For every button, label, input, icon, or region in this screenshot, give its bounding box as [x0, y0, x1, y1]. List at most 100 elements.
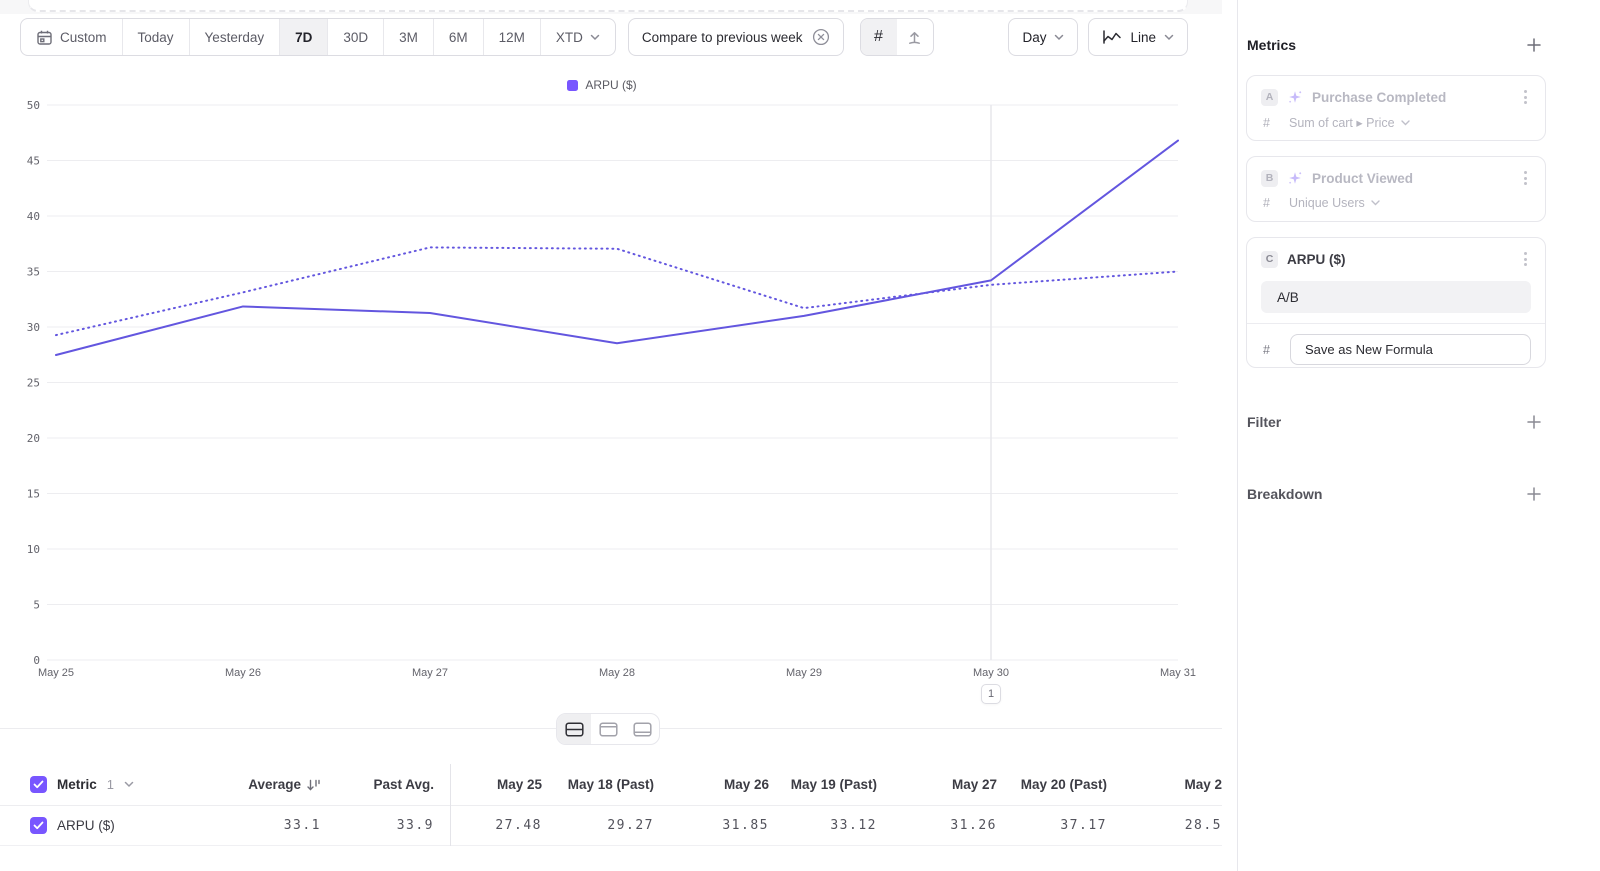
date-range-xtd[interactable]: XTD: [541, 19, 615, 55]
y-axis-tick: 0: [33, 654, 40, 667]
date-range-3m[interactable]: 3M: [384, 19, 434, 55]
current-week-line: [55, 139, 1179, 356]
table-cell: 28.5: [1184, 818, 1222, 833]
chevron-down-icon[interactable]: [124, 781, 134, 788]
date-range-custom[interactable]: Custom: [21, 19, 123, 55]
row-checkbox[interactable]: [30, 817, 47, 834]
metric-header-cell: Metric 1: [0, 776, 225, 793]
number-type-icon: #: [1263, 196, 1270, 210]
sidebar-divider: [1237, 0, 1238, 871]
chevron-down-icon: [1164, 34, 1174, 41]
plus-icon: [1527, 415, 1541, 429]
check-icon: [33, 780, 44, 789]
x-axis-tick: May 25: [38, 667, 74, 679]
date-range-today[interactable]: Today: [123, 19, 190, 55]
date-range-7d[interactable]: 7D: [280, 19, 329, 55]
annotation-marker[interactable]: 1: [981, 684, 1001, 704]
metrics-title: Metrics: [1247, 37, 1297, 53]
compare-to-previous-week-chip[interactable]: Compare to previous week: [627, 18, 844, 56]
metric-measure-dropdown[interactable]: Unique Users: [1289, 196, 1380, 210]
chevron-down-icon: [1400, 119, 1410, 125]
number-type-icon: #: [1263, 342, 1270, 357]
metric-measure-dropdown[interactable]: Sum of cart ▸ Price: [1289, 115, 1410, 130]
metric-menu-icon[interactable]: [1520, 250, 1531, 268]
plus-icon: [1527, 38, 1541, 52]
legend-label: ARPU ($): [585, 78, 637, 92]
column-header[interactable]: May 25: [496, 777, 542, 792]
layout-table-only-button[interactable]: [625, 714, 659, 744]
metric-badge: A: [1261, 88, 1278, 106]
metric-name: ARPU ($): [1287, 251, 1346, 267]
metric-card-a[interactable]: A Purchase Completed # Sum of cart ▸ Pri…: [1246, 75, 1546, 141]
sparkle-icon: [1287, 170, 1303, 186]
gridlines-toggle[interactable]: #: [860, 19, 897, 55]
remove-compare-icon[interactable]: [812, 28, 830, 46]
layout-split-view-button[interactable]: [557, 714, 591, 744]
add-metric-button[interactable]: [1523, 34, 1545, 56]
save-as-new-formula-button[interactable]: Save as New Formula: [1290, 334, 1531, 365]
cell-average: 33.1: [283, 818, 321, 833]
interval-dropdown[interactable]: Day: [1008, 18, 1079, 56]
table-cell: 33.12: [830, 818, 877, 833]
results-table: Metric 1 Average Past Avg.: [0, 763, 1222, 846]
metric-header-label: Metric: [57, 777, 97, 792]
row-metric-label: ARPU ($): [57, 818, 115, 833]
table-only-icon: [632, 721, 652, 737]
table-row[interactable]: ARPU ($) 33.1 33.9 27.48 29.27 31.85 33.…: [0, 805, 1222, 846]
annotations-toggle[interactable]: [897, 19, 933, 55]
column-header[interactable]: May 20 (Past): [1020, 777, 1107, 792]
metric-card-c[interactable]: C ARPU ($) A/B # Save as New Formula: [1246, 237, 1546, 368]
panel-layout-toggle-group: [556, 713, 660, 745]
date-range-6m[interactable]: 6M: [434, 19, 484, 55]
y-axis-tick: 25: [27, 377, 40, 390]
date-range-12m[interactable]: 12M: [484, 19, 541, 55]
column-header-past-avg[interactable]: Past Avg.: [373, 777, 434, 792]
y-axis-tick: 30: [27, 321, 40, 334]
x-axis-tick: May 29: [786, 667, 822, 679]
x-axis-tick: May 31: [1160, 667, 1196, 679]
date-columns-row: 27.48 29.27 31.85 33.12 31.26 37.17 28.5: [450, 805, 1222, 846]
add-breakdown-button[interactable]: [1523, 483, 1545, 505]
metric-menu-icon[interactable]: [1520, 88, 1531, 106]
cell-past-avg: 33.9: [396, 818, 434, 833]
date-range-30d[interactable]: 30D: [328, 19, 385, 55]
line-chart[interactable]: 0 5 10 15 20 25 30 35 40 45 50 May 25 May 26 May 27 Ma…: [0, 95, 1222, 705]
x-axis-tick: May 27: [412, 667, 448, 679]
chevron-down-icon: [1371, 200, 1380, 206]
column-header[interactable]: May 19 (Past): [790, 777, 877, 792]
column-header[interactable]: May 27: [951, 777, 997, 792]
formula-input[interactable]: A/B: [1261, 281, 1531, 313]
layout-chart-only-button[interactable]: [591, 714, 625, 744]
y-axis-tick: 50: [27, 99, 40, 112]
breakdown-section-header: Breakdown: [1247, 483, 1545, 505]
column-header[interactable]: May 18 (Past): [567, 777, 654, 792]
column-header[interactable]: May 2: [1184, 777, 1222, 792]
chevron-down-icon: [590, 34, 600, 41]
calendar-icon: [36, 29, 53, 46]
chart-toolbar: Custom Today Yesterday 7D 30D 3M 6M 12M …: [20, 18, 1188, 56]
gridlines-icon: #: [874, 28, 883, 45]
chart-only-icon: [598, 721, 618, 737]
chevron-down-icon: [1054, 34, 1064, 41]
y-axis-tick: 45: [27, 155, 40, 168]
y-axis-tick: 10: [27, 543, 40, 556]
date-range-yesterday[interactable]: Yesterday: [190, 19, 281, 55]
x-axis-tick: May 30: [973, 667, 1009, 679]
add-filter-button[interactable]: [1523, 411, 1545, 433]
chart-type-dropdown[interactable]: Line: [1088, 18, 1188, 56]
metric-menu-icon[interactable]: [1520, 169, 1531, 187]
y-axis-tick: 15: [27, 488, 40, 501]
column-header[interactable]: May 26: [723, 777, 769, 792]
legend-swatch: [567, 79, 579, 91]
y-axis-tick: 20: [27, 432, 40, 445]
split-view-icon: [564, 721, 584, 737]
y-axis-tick: 35: [27, 266, 40, 279]
select-all-checkbox[interactable]: [30, 776, 47, 793]
x-axis-tick: May 26: [225, 667, 261, 679]
metrics-section-header: Metrics: [1247, 34, 1545, 56]
metric-card-b[interactable]: B Product Viewed # Unique Users: [1246, 156, 1546, 222]
metric-name: Purchase Completed: [1312, 89, 1447, 105]
date-columns-header: May 25 May 18 (Past) May 26 May 19 (Past…: [450, 763, 1222, 806]
chart-legend: ARPU ($): [0, 78, 1204, 92]
column-header-average[interactable]: Average: [225, 777, 325, 792]
